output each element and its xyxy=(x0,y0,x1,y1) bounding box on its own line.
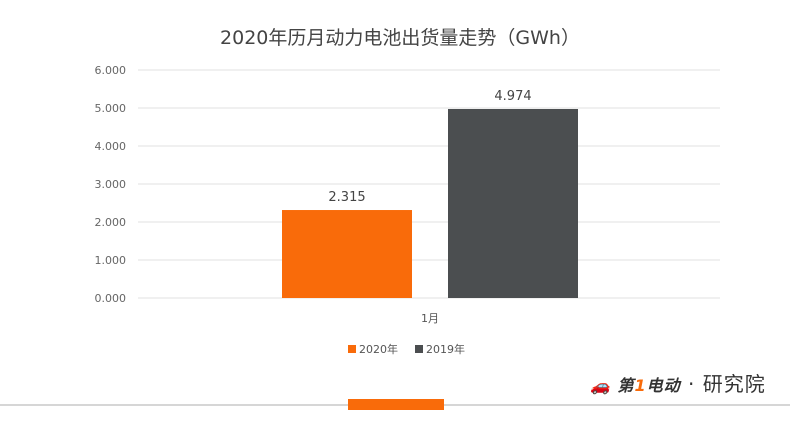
legend-2020-swatch xyxy=(348,345,356,353)
y-tick-label: 1.000 xyxy=(95,254,127,267)
y-tick-label: 0.000 xyxy=(95,292,127,305)
legend-2020-label: 2020年 xyxy=(359,342,398,356)
y-tick-label: 3.000 xyxy=(95,178,127,191)
chart-title: 2020年历月动力电池出货量走势（GWh） xyxy=(220,27,580,49)
y-tick-label: 5.000 xyxy=(95,102,127,115)
legend-2019-label: 2019年 xyxy=(426,342,465,356)
logo-suffix: 研究院 xyxy=(702,372,766,396)
y-tick-label: 4.000 xyxy=(95,140,127,153)
legend-2019-swatch xyxy=(415,345,423,353)
footer-accent-bar xyxy=(348,399,444,410)
data-label: 4.974 xyxy=(494,89,531,104)
brand-logo: 🚗 第1电动 · 研究院 xyxy=(590,372,766,396)
y-tick-label: 6.000 xyxy=(95,64,127,77)
x-tick-label: 1月 xyxy=(421,312,439,325)
data-label: 2.315 xyxy=(328,190,365,205)
bar-2019年 xyxy=(448,108,578,298)
y-tick-label: 2.000 xyxy=(95,216,127,229)
bar-2020年 xyxy=(282,210,412,298)
